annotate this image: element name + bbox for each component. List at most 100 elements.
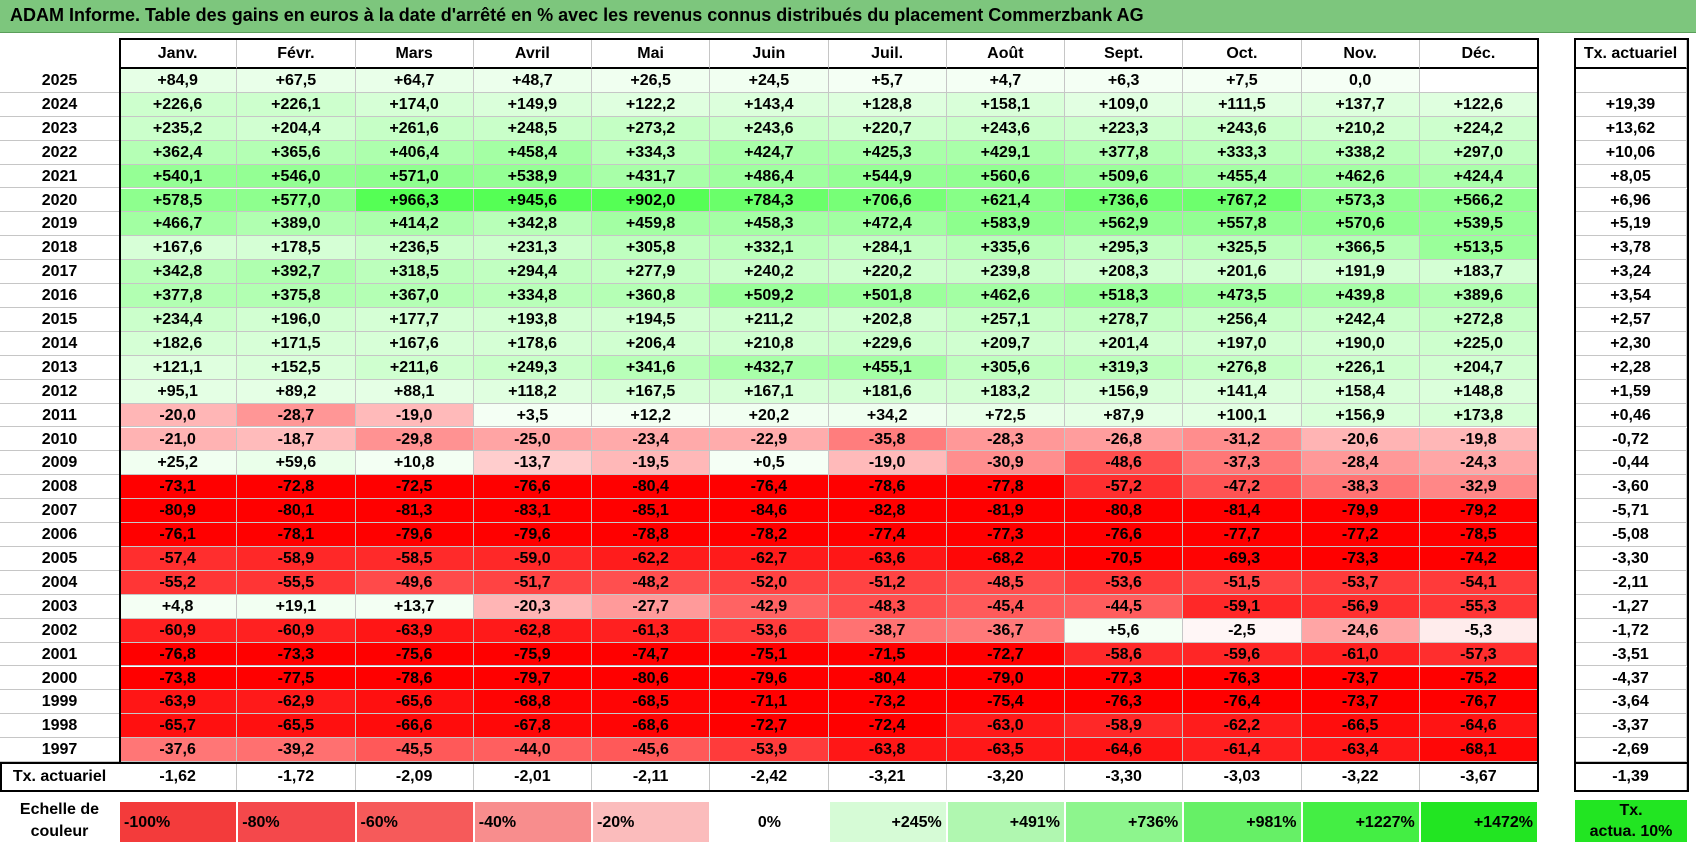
annual-cell: -3,30 — [1575, 547, 1687, 571]
return-cell: +178,5 — [237, 236, 356, 261]
return-cell: +278,7 — [1065, 308, 1184, 332]
return-cell: -68,6 — [592, 714, 711, 739]
return-cell: -21,0 — [119, 427, 238, 452]
annual-cell: +3,24 — [1575, 260, 1687, 285]
annual-header: Tx. actuariel — [1575, 38, 1687, 69]
return-cell: +226,6 — [119, 92, 238, 117]
return-cell: +26,5 — [592, 69, 711, 93]
return-cell: -81,9 — [946, 499, 1065, 524]
return-cell: +141,4 — [1183, 379, 1302, 404]
return-cell: +243,6 — [946, 116, 1065, 141]
return-cell: -77,7 — [1183, 523, 1302, 547]
annual-cell — [1575, 69, 1687, 93]
return-cell: -51,2 — [828, 570, 947, 595]
return-cell: -27,7 — [592, 594, 711, 619]
return-cell: -72,4 — [828, 714, 947, 739]
return-cell: +137,7 — [1301, 92, 1420, 117]
return-cell: +236,5 — [355, 236, 474, 261]
month-header: Juil. — [828, 38, 947, 69]
return-cell: -49,6 — [355, 570, 474, 595]
return-cell: +432,7 — [710, 355, 829, 380]
return-cell: 0,0 — [1301, 69, 1420, 93]
legend-swatch: -40% — [473, 801, 592, 843]
return-cell: +3,5 — [473, 403, 592, 428]
return-cell: -60,9 — [237, 618, 356, 643]
return-cell: -77,5 — [237, 666, 356, 691]
return-cell: -57,3 — [1419, 642, 1538, 667]
return-cell: +209,7 — [946, 331, 1065, 356]
return-cell: -28,4 — [1301, 451, 1420, 476]
return-cell: -80,1 — [237, 499, 356, 524]
return-cell: -63,9 — [355, 618, 474, 643]
return-cell: -76,8 — [119, 642, 238, 667]
annual-cell: -1,72 — [1575, 618, 1687, 643]
row-year: 2019 — [0, 212, 119, 237]
return-cell: -76,3 — [1065, 690, 1184, 715]
return-cell: +201,6 — [1183, 260, 1302, 285]
return-cell: -20,3 — [473, 594, 592, 619]
return-cell: +210,2 — [1301, 116, 1420, 141]
return-cell: +67,5 — [237, 69, 356, 93]
return-cell: -83,1 — [473, 499, 592, 524]
row-year: 1997 — [0, 738, 119, 763]
return-cell: +196,0 — [237, 308, 356, 332]
return-cell: -80,8 — [1065, 499, 1184, 524]
return-cell: +466,7 — [119, 212, 238, 237]
legend-swatch: +1472% — [1419, 801, 1538, 843]
return-cell: +295,3 — [1065, 236, 1184, 261]
return-cell: -38,3 — [1301, 475, 1420, 500]
legend-swatch: +491% — [946, 801, 1065, 843]
legend-swatch: +736% — [1065, 801, 1184, 843]
month-header: Mai — [592, 38, 711, 69]
return-cell: +206,4 — [592, 331, 711, 356]
return-cell: -24,6 — [1301, 618, 1420, 643]
return-cell: -39,2 — [237, 738, 356, 763]
return-cell: +377,8 — [1065, 140, 1184, 165]
return-cell: -37,3 — [1183, 451, 1302, 476]
return-cell: +156,9 — [1065, 379, 1184, 404]
return-cell: -36,7 — [946, 618, 1065, 643]
row-year: 2014 — [0, 331, 119, 356]
return-cell: +562,9 — [1065, 212, 1184, 237]
legend-swatch: +1227% — [1301, 801, 1420, 843]
footer-cell: -3,20 — [946, 763, 1065, 791]
return-cell: -18,7 — [237, 427, 356, 452]
return-cell: +220,2 — [828, 260, 947, 285]
return-cell: +767,2 — [1183, 188, 1302, 213]
return-cell: -80,6 — [592, 666, 711, 691]
return-cell: +472,4 — [828, 212, 947, 237]
return-cell: -79,6 — [473, 523, 592, 547]
return-cell: +342,8 — [119, 260, 238, 285]
return-cell: +513,5 — [1419, 236, 1538, 261]
return-cell: -66,6 — [355, 714, 474, 739]
return-cell: -26,8 — [1065, 427, 1184, 452]
return-cell: -19,0 — [828, 451, 947, 476]
return-cell: +518,3 — [1065, 284, 1184, 308]
return-cell: +473,5 — [1183, 284, 1302, 308]
return-cell: -76,4 — [710, 475, 829, 500]
return-cell: +5,6 — [1065, 618, 1184, 643]
return-cell: -25,0 — [473, 427, 592, 452]
return-cell: -58,6 — [1065, 642, 1184, 667]
return-cell: -47,2 — [1183, 475, 1302, 500]
return-cell: -53,7 — [1301, 570, 1420, 595]
return-cell: +183,2 — [946, 379, 1065, 404]
return-cell: +459,8 — [592, 212, 711, 237]
return-cell: +458,3 — [710, 212, 829, 237]
return-cell: +538,9 — [473, 164, 592, 189]
annual-cell: +1,59 — [1575, 379, 1687, 404]
return-cell: -85,1 — [592, 499, 711, 524]
return-cell: +171,5 — [237, 331, 356, 356]
return-cell: -35,8 — [828, 427, 947, 452]
return-cell: +201,4 — [1065, 331, 1184, 356]
return-cell: +211,6 — [355, 355, 474, 380]
return-cell: +240,2 — [710, 260, 829, 285]
annual-cell: +3,54 — [1575, 284, 1687, 308]
return-cell: -32,9 — [1419, 475, 1538, 500]
return-cell: +25,2 — [119, 451, 238, 476]
return-cell: +570,6 — [1301, 212, 1420, 237]
return-cell: -65,7 — [119, 714, 238, 739]
return-cell: -75,6 — [355, 642, 474, 667]
return-cell: +88,1 — [355, 379, 474, 404]
month-header: Déc. — [1419, 38, 1538, 69]
